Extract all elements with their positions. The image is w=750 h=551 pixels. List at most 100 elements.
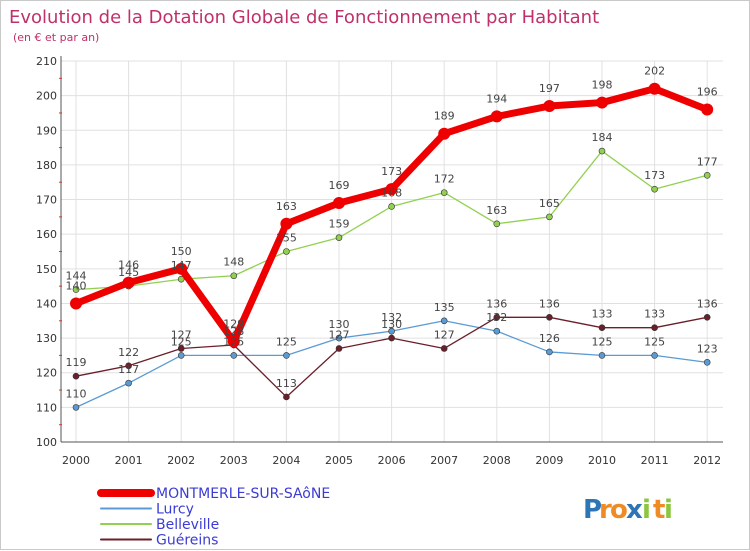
y-tick-label: 140 [36,297,57,310]
data-label: 202 [644,65,665,78]
y-tick-label: 190 [36,124,57,137]
data-point [703,172,711,179]
data-point [490,110,503,123]
data-label: 169 [329,179,350,192]
data-point [333,197,345,210]
data-label: 144 [66,270,87,283]
data-label: 159 [329,218,350,231]
data-point [546,348,553,356]
data-point [703,359,711,366]
y-tick-label: 150 [36,263,57,276]
data-label: 163 [486,204,507,217]
data-label: 184 [592,131,613,144]
data-label: 148 [223,256,244,269]
data-label: 127 [329,328,350,341]
data-label: 165 [539,197,560,210]
y-tick-label: 170 [36,194,57,207]
data-point [598,147,606,155]
data-point [335,234,343,241]
y-tick-label: 180 [36,159,57,172]
data-label: 119 [66,356,87,369]
data-label: 130 [381,318,402,331]
x-tick-label: 2004 [272,454,300,467]
data-label: 110 [66,387,87,400]
data-point [598,352,606,359]
data-label: 196 [697,85,718,98]
data-point [283,352,290,359]
data-label: 130 [329,318,350,331]
data-label: 133 [592,308,613,321]
data-label: 168 [381,186,402,199]
data-point [230,272,238,280]
x-tick-label: 2005 [325,454,353,467]
chart-subtitle: (en € et par an) [13,31,99,44]
data-label: 113 [276,377,297,390]
data-point [546,314,553,321]
data-label: 125 [276,335,297,348]
data-point [177,352,185,359]
data-label: 163 [276,200,297,213]
data-label: 125 [592,335,613,348]
x-tick-label: 2006 [378,454,406,467]
data-point [440,317,448,325]
logo-letter: t [653,495,665,525]
legend: MONTMERLE-SUR-SAôNELurcyBellevilleGuérei… [97,486,330,549]
grid [61,60,723,443]
logo-letter: i [642,495,651,525]
data-label: 155 [276,232,297,245]
data-label: 126 [539,332,560,345]
data-point [440,189,448,196]
x-tick-label: 2001 [115,454,143,467]
data-point [703,314,711,321]
y-tick-label: 160 [36,228,57,241]
x-tick-label: 2011 [641,454,669,467]
data-label: 123 [697,342,718,355]
data-label: 117 [118,363,139,376]
data-point [177,345,185,352]
x-tick-label: 2010 [588,454,616,467]
y-tick-label: 210 [36,55,57,68]
data-point [493,327,501,335]
legend-label: Lurcy [156,502,194,518]
data-point [177,275,185,283]
data-label: 127 [434,328,455,341]
data-label: 145 [118,266,139,279]
x-tick-label: 2007 [430,454,458,467]
data-point [125,379,132,387]
y-tick-label: 130 [36,332,57,345]
data-label: 197 [539,82,560,95]
data-point [72,404,80,411]
data-point [283,393,290,401]
data-point [438,127,451,140]
data-point [227,335,240,348]
data-label: 133 [644,308,665,321]
data-label: 136 [486,297,507,310]
data-point [388,203,395,210]
logo-letter: i [664,495,673,525]
legend-label: MONTMERLE-SUR-SAôNE [156,486,330,502]
chart-title: Evolution de la Dotation Globale de Fonc… [9,7,599,28]
data-point [388,334,395,342]
data-point [385,183,398,196]
data-point [175,262,188,275]
y-tick-label: 100 [36,436,57,449]
data-label: 135 [434,301,455,314]
data-label: 125 [644,335,665,348]
data-point [648,82,661,95]
data-point [701,103,714,116]
data-point [651,324,658,332]
data-label: 173 [381,165,402,178]
data-label: 189 [434,110,455,123]
axes: 100 110 120 130 140 150 160 170 180 190 200 210 2000… [36,55,723,467]
data-label: 132 [486,311,507,324]
logo-letter: o [610,495,628,525]
legend-label: Belleville [156,517,219,533]
data-point [72,372,80,380]
logo-letter: x [626,495,643,525]
x-tick-label: 2009 [535,454,563,467]
x-tick-label: 2002 [167,454,195,467]
data-label: 122 [118,346,139,359]
